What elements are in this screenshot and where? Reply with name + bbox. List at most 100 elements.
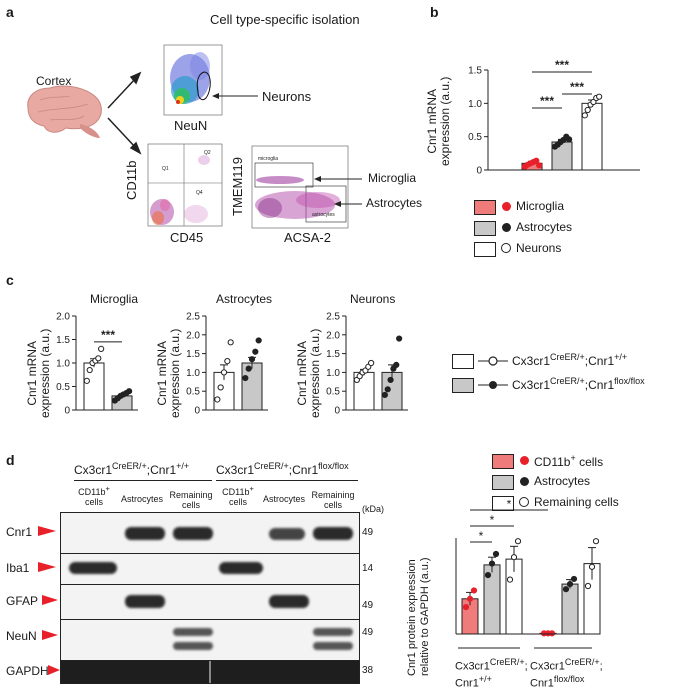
data-point xyxy=(245,365,252,372)
legend-c-swatch-ko xyxy=(452,378,474,393)
mw-neun: 49 xyxy=(362,627,374,638)
data-point xyxy=(393,361,400,368)
mw-gapdh: 38 xyxy=(362,665,374,676)
isolation-title: Cell type-specific isolation xyxy=(210,12,360,27)
data-point xyxy=(242,374,249,382)
legend-c-ko: Cx3cr1CreER/+;Cnr1flox/flox xyxy=(512,376,645,392)
y-tick-label: 2.5 xyxy=(186,312,200,323)
legend-b-astrocytes: Astrocytes xyxy=(516,220,573,234)
sig-label: * xyxy=(479,529,484,543)
sig-label: * xyxy=(490,513,495,527)
y-tick-label: 1.0 xyxy=(468,99,482,110)
y-tick-label: 2.0 xyxy=(186,330,200,341)
gate-q1: Q1 xyxy=(162,166,169,172)
data-point xyxy=(368,359,375,367)
data-point xyxy=(488,560,496,567)
legend-b-swatch-microglia xyxy=(474,200,496,215)
data-point xyxy=(484,572,492,579)
sig-label: *** xyxy=(570,80,584,94)
panel-b-label: b xyxy=(430,4,439,20)
chart-d: * * * xyxy=(455,500,601,649)
legend-c-swatch-wt xyxy=(452,354,474,369)
legend-d-dot-astro xyxy=(520,477,529,486)
tmem119-axis-label: TMEM119 xyxy=(230,157,245,216)
data-point xyxy=(255,337,262,344)
legend-b-microglia: Microglia xyxy=(516,199,565,213)
y-tick-label: 1.5 xyxy=(186,349,200,360)
chart-b: 00.51.01.5********* xyxy=(468,58,640,177)
chart-c1-title: Microglia xyxy=(90,292,139,306)
y-tick-label: 2.5 xyxy=(326,312,340,323)
acsa2-axis-label: ACSA-2 xyxy=(284,230,331,245)
legend-d-astro: Astrocytes xyxy=(534,474,591,488)
data-point xyxy=(227,339,234,346)
chart-c3: 0 0.5 1.0 1.5 2.0 2.5 xyxy=(326,312,408,417)
row-arrows xyxy=(38,526,60,675)
y-tick-label: 0.5 xyxy=(56,382,70,393)
data-point xyxy=(588,563,596,570)
lane4-label: CD11b+ cells xyxy=(222,484,254,507)
neun-axis-label: NeuN xyxy=(174,118,208,133)
cd45-axis-label: CD45 xyxy=(170,230,204,245)
arrow-cnr1-icon xyxy=(38,526,56,536)
y-tick-label: 0.5 xyxy=(186,387,200,398)
y-tick-label: 0.5 xyxy=(326,387,340,398)
y-tick-label: 0 xyxy=(64,406,70,417)
data-point xyxy=(466,595,474,602)
legend-d-remaining: Remaining cells xyxy=(534,495,619,509)
data-point xyxy=(536,162,543,169)
arrow-gfap-icon xyxy=(42,595,58,605)
cd11b-flow-plot xyxy=(147,143,223,227)
neurons-label: Neurons xyxy=(262,89,312,104)
panel-a-label: a xyxy=(6,4,14,20)
data-point xyxy=(514,538,522,545)
tmem-flow-plot xyxy=(251,145,349,229)
data-point xyxy=(248,356,256,363)
microglia-label: Microglia xyxy=(368,171,417,185)
legend-d-dot-cd11b xyxy=(520,456,529,465)
group2-underline xyxy=(216,480,358,481)
chart-c1: 0 0.5 1.0 1.5 2.0 *** xyxy=(56,312,138,417)
arrow-gapdh-icon xyxy=(48,665,60,675)
legend-d-dot-remaining xyxy=(519,497,529,507)
data-point xyxy=(581,112,588,119)
legend-c-marker-wt xyxy=(478,356,508,366)
legend-d-cd11b: CD11b+ cells xyxy=(534,453,604,469)
data-point xyxy=(492,550,500,558)
arrow-iba1-icon xyxy=(38,562,56,572)
data-point xyxy=(566,136,573,143)
data-point xyxy=(224,358,231,365)
lane2-label: Astrocytes xyxy=(120,494,163,504)
data-point xyxy=(214,396,221,403)
sig-label: *** xyxy=(540,94,554,108)
data-point xyxy=(510,554,518,561)
mw-gfap: 49 xyxy=(362,600,374,611)
data-point xyxy=(384,386,391,393)
chart-c3-ylabel: Cnr1 mRNA expression (a.u.) xyxy=(295,328,322,418)
arrow-neun-icon xyxy=(42,630,58,640)
y-tick-label: 1.0 xyxy=(56,359,70,370)
group1-underline xyxy=(74,480,212,481)
y-tick-label: 1.0 xyxy=(186,368,200,379)
data-point xyxy=(217,384,224,391)
data-point xyxy=(252,348,259,355)
chart-d-ylabel: Cnr1 protein expression relative to GAPDH… xyxy=(406,557,431,676)
chart-c2-ylabel: Cnr1 mRNA expression (a.u.) xyxy=(155,328,182,418)
brain-icon xyxy=(27,85,102,138)
data-point xyxy=(470,587,478,594)
blot-row-gfap xyxy=(60,584,360,620)
legend-c-marker-ko xyxy=(478,381,508,389)
data-point xyxy=(590,98,597,106)
data-point xyxy=(566,580,574,588)
row-label-iba1: Iba1 xyxy=(6,561,30,575)
data-point xyxy=(533,157,540,164)
data-point xyxy=(83,377,90,384)
chart-c2: 0 0.5 1.0 1.5 2.0 2.5 xyxy=(186,312,268,417)
data-point xyxy=(562,586,570,593)
bar xyxy=(241,362,263,411)
neun-flow-plot xyxy=(163,44,223,116)
data-point xyxy=(98,345,105,353)
legend-c-wt: Cx3cr1CreER/+;Cnr1+/+ xyxy=(512,352,628,368)
lane1-label: CD11b+ cells xyxy=(78,484,110,507)
legend-d-swatch-astro xyxy=(492,475,514,490)
